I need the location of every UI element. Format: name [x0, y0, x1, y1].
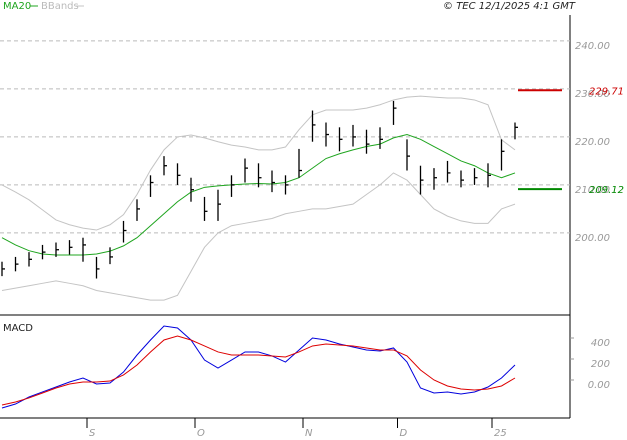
- band-line: [1, 172, 516, 301]
- y-tick-label: 200.00: [575, 233, 610, 244]
- y-tick-label: 230.00: [575, 89, 610, 100]
- y-tick-label: 220.00: [575, 137, 610, 148]
- legend-label: BBands: [41, 1, 79, 12]
- y-tick-label: 0.00: [588, 380, 610, 391]
- copyright: © TEC 12/1/2025 4:1 GMT: [443, 1, 576, 12]
- legend-label: MA20: [3, 1, 31, 12]
- y-tick-label: 210.00: [575, 185, 610, 196]
- y-tick-label: 400: [591, 338, 610, 349]
- level-label: 209.12: [589, 185, 624, 196]
- x-tick-label: O: [197, 428, 205, 439]
- x-tick-label: N: [305, 428, 313, 439]
- y-tick-label: 200: [591, 359, 610, 370]
- x-tick-label: 25: [494, 428, 507, 439]
- panel-title: MACD: [3, 323, 33, 334]
- x-tick-label: D: [400, 428, 408, 439]
- level-label: 229.71: [589, 86, 624, 97]
- macd-line: [1, 335, 516, 406]
- band-line: [1, 95, 516, 231]
- macd-line: [1, 325, 516, 409]
- y-tick-label: 240.00: [575, 41, 610, 52]
- x-tick-label: S: [89, 428, 96, 439]
